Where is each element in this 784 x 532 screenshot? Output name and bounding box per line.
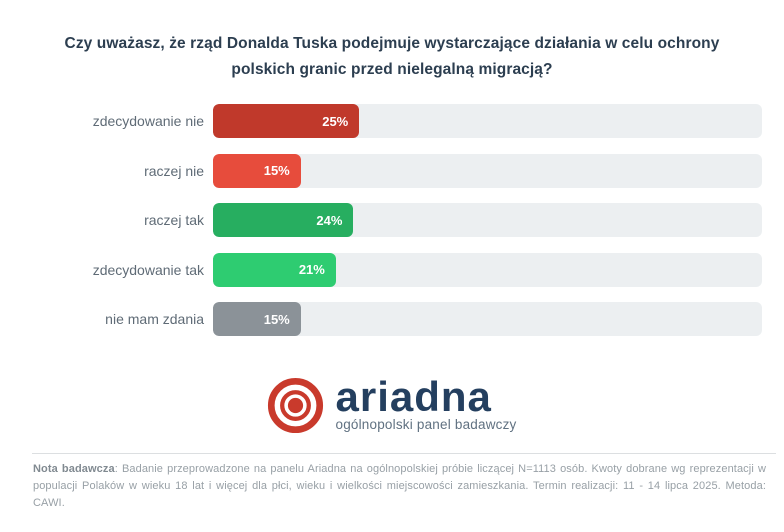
category-label: raczej tak bbox=[144, 212, 204, 228]
bar-segment: 15% bbox=[213, 153, 301, 188]
bar-segment: 21% bbox=[213, 252, 336, 287]
bar-track: 21% bbox=[213, 252, 762, 287]
ariadna-logo: ariadna ogólnopolski panel badawczy bbox=[0, 372, 784, 434]
methodology-note-label: Nota badawcza bbox=[33, 463, 115, 475]
footer-divider bbox=[32, 453, 776, 454]
bar-value-label: 21% bbox=[298, 262, 325, 277]
bar-segment: 24% bbox=[213, 203, 354, 237]
bar-track: 15% bbox=[213, 302, 762, 336]
chart-row: zdecydowanie tak 21% bbox=[8, 252, 762, 287]
survey-question-title: Czy uważasz, że rząd Donalda Tuska podej… bbox=[50, 0, 734, 83]
title-line-1: Czy uważasz, że rząd Donalda Tuska podej… bbox=[64, 35, 720, 52]
bar-track: 25% bbox=[213, 104, 762, 138]
logo-tagline: ogólnopolski panel badawczy bbox=[335, 416, 517, 432]
bar-track: 24% bbox=[213, 203, 762, 237]
target-logo-icon bbox=[268, 377, 324, 433]
bar-track: 15% bbox=[213, 153, 762, 188]
category-label: zdecydowanie nie bbox=[92, 113, 204, 129]
title-line-2: polskich granic przed nielegalną migracj… bbox=[231, 61, 553, 78]
logo-wordmark: ariadna bbox=[335, 372, 492, 420]
bar-value-label: 15% bbox=[263, 311, 290, 327]
category-label: raczej nie bbox=[144, 162, 204, 179]
chart-row: raczej nie 15% bbox=[8, 153, 762, 188]
bar-value-label: 25% bbox=[322, 113, 349, 129]
category-label: zdecydowanie tak bbox=[92, 261, 204, 278]
bar-chart: zdecydowanie nie 25% raczej nie 15% raczej t… bbox=[8, 104, 762, 336]
category-label: nie mam zdania bbox=[105, 311, 204, 327]
chart-row: nie mam zdania 15% bbox=[8, 302, 762, 336]
methodology-note: Nota badawcza: Badanie przeprowadzone na… bbox=[33, 461, 766, 512]
chart-row: zdecydowanie nie 25% bbox=[8, 104, 762, 138]
bar-segment: 15% bbox=[213, 302, 301, 336]
bar-value-label: 15% bbox=[263, 163, 290, 178]
bar-segment: 25% bbox=[213, 104, 360, 138]
chart-row: raczej tak 24% bbox=[8, 203, 762, 237]
methodology-note-text: : Badanie przeprowadzone na panelu Ariad… bbox=[33, 463, 766, 509]
logo-text-block: ariadna ogólnopolski panel badawczy bbox=[335, 372, 517, 433]
bar-value-label: 24% bbox=[316, 212, 343, 228]
